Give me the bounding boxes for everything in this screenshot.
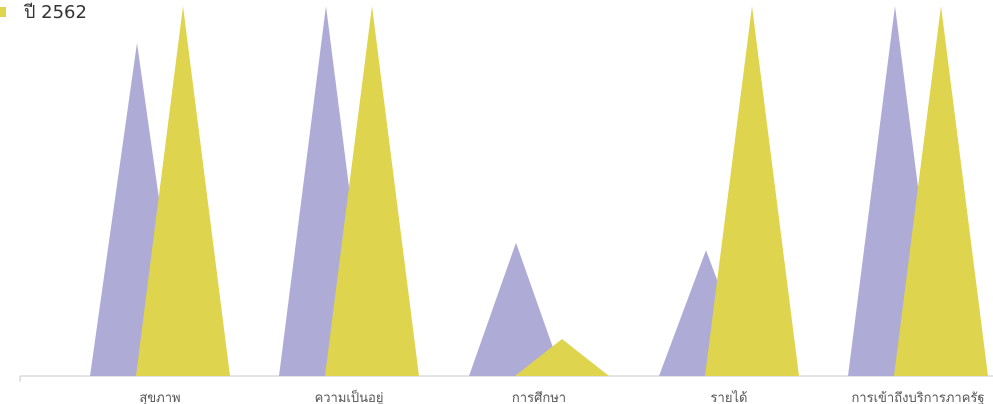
x-tick-label: รายได้ [711, 390, 748, 404]
legend: ปี 2562 [0, 0, 87, 26]
triangle-bar-series-2-cat-4[interactable] [705, 6, 799, 376]
triangle-bar-series-2-cat-3[interactable] [515, 339, 609, 376]
x-tick-label: การศึกษา [512, 391, 566, 404]
triangle-bar-series-2-cat-2[interactable] [325, 6, 419, 376]
legend-swatch-2562 [0, 6, 6, 17]
x-tick-label: ความเป็นอยู่ [315, 388, 384, 404]
x-tick-label: สุขภาพ [139, 391, 180, 404]
x-tick-label: การเข้าถึงบริการภาครัฐ [851, 391, 984, 404]
triangle-bar-series-2-cat-1[interactable] [136, 6, 230, 376]
triangle-bar-series-1-cat-3[interactable] [469, 242, 563, 376]
legend-label-2562: ปี 2562 [24, 2, 87, 23]
triangle-bar-series-2-cat-5[interactable] [894, 6, 988, 376]
